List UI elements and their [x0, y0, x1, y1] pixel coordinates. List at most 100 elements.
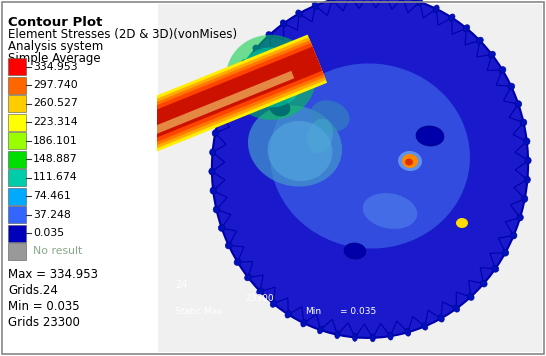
- Ellipse shape: [363, 193, 417, 229]
- Bar: [8, 132, 26, 149]
- Ellipse shape: [433, 5, 439, 12]
- Ellipse shape: [210, 187, 216, 194]
- Text: 111.674: 111.674: [33, 173, 78, 183]
- Ellipse shape: [449, 14, 455, 21]
- Text: No result: No result: [33, 246, 82, 257]
- Polygon shape: [116, 43, 324, 153]
- Text: Contour Plot: Contour Plot: [8, 16, 103, 29]
- Ellipse shape: [266, 32, 272, 38]
- Ellipse shape: [488, 51, 495, 58]
- Ellipse shape: [253, 45, 260, 52]
- Ellipse shape: [402, 154, 418, 168]
- Ellipse shape: [311, 100, 349, 132]
- Ellipse shape: [515, 101, 522, 108]
- Ellipse shape: [285, 311, 292, 318]
- Ellipse shape: [353, 333, 358, 341]
- Ellipse shape: [329, 0, 335, 4]
- Ellipse shape: [296, 10, 302, 17]
- Ellipse shape: [212, 130, 218, 137]
- Ellipse shape: [344, 243, 366, 259]
- Text: 334.953: 334.953: [33, 62, 78, 72]
- Ellipse shape: [517, 214, 524, 221]
- Text: Max = 334.953: Max = 334.953: [8, 268, 98, 281]
- Ellipse shape: [417, 0, 423, 6]
- Bar: [8, 169, 26, 186]
- Ellipse shape: [508, 83, 515, 90]
- Ellipse shape: [270, 100, 290, 116]
- Ellipse shape: [110, 113, 135, 162]
- Ellipse shape: [251, 56, 295, 98]
- Ellipse shape: [524, 138, 530, 145]
- Text: 223.314: 223.314: [33, 117, 78, 127]
- Ellipse shape: [217, 111, 223, 118]
- Bar: [8, 114, 26, 131]
- Bar: [8, 225, 26, 241]
- Text: Element Stresses (2D & 3D)(vonMises): Element Stresses (2D & 3D)(vonMises): [8, 28, 237, 41]
- Ellipse shape: [268, 121, 333, 181]
- Ellipse shape: [520, 119, 527, 126]
- Polygon shape: [114, 37, 326, 159]
- Bar: [4, 4, 157, 352]
- Bar: [8, 206, 26, 223]
- Ellipse shape: [241, 60, 248, 67]
- Ellipse shape: [388, 332, 393, 340]
- Ellipse shape: [232, 76, 238, 83]
- Text: 148.887: 148.887: [33, 154, 78, 164]
- Ellipse shape: [218, 225, 225, 231]
- Ellipse shape: [525, 157, 531, 164]
- Text: 74.461: 74.461: [33, 191, 71, 201]
- Bar: [8, 151, 26, 168]
- Ellipse shape: [225, 242, 232, 249]
- Text: Analysis system: Analysis system: [8, 40, 103, 53]
- Text: Static Max: Static Max: [175, 307, 223, 316]
- Ellipse shape: [422, 323, 428, 330]
- Bar: [8, 243, 26, 260]
- Polygon shape: [212, 0, 528, 338]
- Ellipse shape: [248, 105, 342, 187]
- Ellipse shape: [270, 300, 277, 307]
- Text: 260.527: 260.527: [33, 99, 78, 109]
- Ellipse shape: [477, 37, 483, 44]
- Ellipse shape: [301, 319, 307, 327]
- Ellipse shape: [317, 326, 323, 334]
- Text: Simple Average: Simple Average: [8, 52, 100, 65]
- Ellipse shape: [307, 119, 333, 153]
- Ellipse shape: [209, 168, 215, 175]
- Text: 24: 24: [175, 280, 187, 290]
- Ellipse shape: [212, 0, 528, 338]
- Ellipse shape: [499, 67, 506, 73]
- Ellipse shape: [405, 158, 413, 166]
- Polygon shape: [126, 71, 294, 145]
- Ellipse shape: [453, 305, 460, 312]
- Text: = 0.035: = 0.035: [340, 307, 376, 316]
- Text: 186.101: 186.101: [33, 136, 78, 146]
- Ellipse shape: [405, 328, 411, 336]
- Ellipse shape: [257, 288, 264, 295]
- Ellipse shape: [467, 293, 474, 300]
- Ellipse shape: [416, 126, 444, 146]
- Ellipse shape: [234, 259, 241, 266]
- Ellipse shape: [511, 232, 517, 239]
- Bar: [8, 188, 26, 204]
- Ellipse shape: [480, 280, 487, 287]
- Text: Grids.24: Grids.24: [8, 284, 58, 297]
- Bar: [158, 4, 542, 352]
- Ellipse shape: [312, 2, 318, 10]
- Ellipse shape: [456, 218, 468, 228]
- Ellipse shape: [223, 93, 230, 100]
- Ellipse shape: [521, 195, 528, 202]
- Ellipse shape: [463, 25, 470, 32]
- Polygon shape: [115, 40, 325, 156]
- Text: 23300: 23300: [245, 294, 274, 303]
- Ellipse shape: [370, 334, 375, 342]
- Ellipse shape: [210, 149, 216, 156]
- Text: 37.248: 37.248: [33, 209, 71, 220]
- Text: 0.035: 0.035: [33, 228, 64, 238]
- Ellipse shape: [270, 63, 470, 248]
- Polygon shape: [118, 47, 322, 150]
- Polygon shape: [113, 35, 327, 161]
- Text: Grids 23300: Grids 23300: [8, 316, 80, 329]
- Bar: [8, 77, 26, 94]
- Ellipse shape: [492, 266, 498, 272]
- Ellipse shape: [226, 35, 316, 120]
